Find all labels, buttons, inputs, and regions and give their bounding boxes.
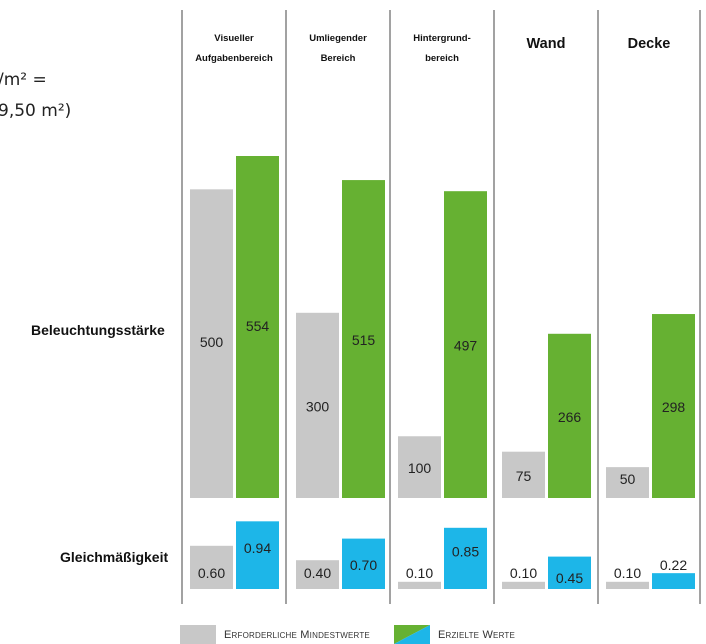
bar-achieved-uniformity-1 [342,538,385,589]
category-header-3: Wand [527,36,566,52]
bar-required-uniformity-3 [502,581,545,589]
row-label-illuminance: Beleuchtungsstärke [31,322,165,338]
bar-required-uniformity-2 [398,581,441,589]
legend-swatch-required [180,625,216,644]
category-header-4: Decke [628,36,671,52]
category-header-2-line-1: bereich [425,53,459,64]
label-required-illuminance-1: 300 [306,398,330,414]
bar-required-uniformity-4 [606,581,649,589]
bar-achieved-illuminance-3 [548,333,591,498]
label-required-illuminance-3: 75 [516,468,532,484]
row-label-uniformity: Gleichmäßigkeit [60,549,169,565]
category-header-0-line-0: Visueller [214,33,254,44]
bar-achieved-illuminance-1 [342,180,385,498]
bar-achieved-illuminance-4 [652,314,695,498]
category-header-0-line-1: Aufgabenbereich [195,53,273,64]
label-required-uniformity-3: 0.10 [510,565,537,581]
bar-required-illuminance-2 [398,436,441,498]
bar-achieved-uniformity-0 [236,521,279,589]
category-header-1-line-1: Bereich [321,53,356,64]
label-achieved-uniformity-3: 0.45 [556,570,583,586]
label-achieved-illuminance-2: 497 [454,338,478,354]
legend-label-achieved: Erzielte Werte [437,628,516,641]
label-achieved-illuminance-4: 298 [662,399,686,415]
label-achieved-uniformity-1: 0.70 [350,557,377,573]
bar-achieved-illuminance-2 [444,191,487,498]
label-required-uniformity-1: 0.40 [304,565,331,581]
bar-achieved-illuminance-0 [236,156,279,498]
label-required-uniformity-0: 0.60 [198,565,225,581]
label-achieved-illuminance-0: 554 [246,318,270,334]
bar-achieved-uniformity-2 [444,527,487,589]
label-required-uniformity-4: 0.10 [614,565,641,581]
label-required-illuminance-4: 50 [620,471,636,487]
bar-required-illuminance-4 [606,467,649,498]
category-header-2-line-0: Hintergrund- [413,33,471,44]
bar-achieved-uniformity-3 [548,556,591,589]
header-fragment-line2: 9,50 m²) [0,101,72,121]
lighting-chart: Visueller Aufgabenbereich Umliegender Berei… [181,10,701,604]
bar-required-illuminance-0 [190,189,233,498]
category-header-1-line-0: Umliegender [309,33,367,44]
legend-label-required: Erforderliche Mindestwerte [224,628,370,641]
label-achieved-illuminance-1: 515 [352,332,376,348]
legend: Erforderliche Mindestwerte Erzielte Wert… [180,625,515,644]
bar-required-uniformity-0 [190,545,233,589]
legend-swatch-achieved [393,625,430,644]
label-required-illuminance-2: 100 [408,460,432,476]
label-required-uniformity-2: 0.10 [406,565,433,581]
bar-required-uniformity-1 [296,560,339,589]
label-achieved-uniformity-4: 0.22 [660,557,687,573]
bar-required-illuminance-1 [296,312,339,498]
label-achieved-uniformity-2: 0.85 [452,543,479,559]
label-required-illuminance-0: 500 [200,334,224,350]
bar-achieved-uniformity-4 [652,573,695,589]
label-achieved-uniformity-0: 0.94 [244,540,271,556]
label-achieved-illuminance-3: 266 [558,409,582,425]
header-fragment-line1: /m² = [0,70,47,90]
bar-required-illuminance-3 [502,451,545,498]
